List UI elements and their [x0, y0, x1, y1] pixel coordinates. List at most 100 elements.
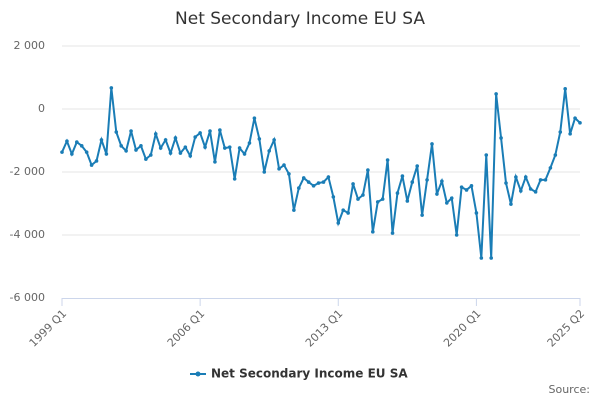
point [311, 184, 316, 188]
point [509, 202, 513, 206]
point [578, 121, 582, 125]
point [223, 146, 227, 150]
point [400, 174, 405, 178]
point [415, 164, 420, 168]
point [543, 178, 548, 182]
point [282, 163, 286, 167]
point [469, 184, 474, 188]
y-tick-label: -2 000 [10, 165, 45, 178]
point [168, 151, 173, 155]
point [292, 208, 296, 212]
point [183, 145, 188, 149]
point [420, 213, 424, 217]
point [208, 129, 212, 133]
point [75, 140, 79, 144]
point [144, 157, 148, 161]
point [440, 179, 444, 183]
point [60, 150, 64, 154]
point [139, 144, 143, 148]
point [504, 181, 508, 185]
point [375, 200, 380, 204]
point [227, 145, 232, 149]
point [484, 153, 489, 157]
chart-title: Net Secondary Income EU SA [175, 9, 425, 29]
point [163, 138, 168, 142]
point [232, 177, 237, 181]
point [84, 150, 89, 154]
point [153, 132, 158, 136]
point [129, 129, 133, 133]
point [361, 193, 365, 197]
point [558, 130, 563, 134]
point [366, 168, 370, 172]
point [70, 152, 74, 156]
point [538, 178, 543, 182]
x-tick-label: 2020 Q1 [441, 307, 484, 350]
legend-marker [195, 371, 201, 377]
line [61, 87, 581, 259]
point [573, 116, 577, 120]
point [193, 135, 197, 139]
y-tick-label: 2 000 [14, 39, 46, 52]
point [494, 92, 498, 96]
point [341, 208, 346, 212]
point [371, 230, 375, 234]
point [563, 87, 567, 91]
point [390, 231, 395, 235]
point [158, 146, 163, 150]
point [124, 149, 128, 153]
point [346, 211, 350, 215]
point [65, 139, 69, 143]
point [351, 182, 355, 186]
x-tick-label: 2006 Q1 [165, 307, 208, 350]
point [173, 136, 178, 140]
point [410, 180, 415, 184]
point [356, 197, 360, 201]
point [568, 132, 572, 136]
point [134, 148, 138, 152]
point [548, 166, 553, 170]
point [499, 136, 503, 140]
point [454, 233, 459, 237]
point [430, 142, 434, 146]
point [533, 190, 538, 194]
point [301, 176, 306, 180]
point [114, 130, 119, 134]
y-tick-label: -6 000 [10, 291, 45, 304]
point [321, 180, 326, 184]
point [104, 152, 109, 156]
point [395, 191, 400, 195]
point [213, 160, 217, 164]
x-tick-label: 2013 Q1 [303, 307, 346, 350]
point [79, 144, 84, 148]
point [188, 154, 193, 158]
point [272, 138, 276, 142]
point [326, 175, 331, 179]
point [247, 141, 252, 145]
point [489, 256, 494, 260]
point [553, 153, 558, 157]
point [331, 195, 336, 199]
legend-label: Net Secondary Income EU SA [211, 367, 408, 381]
point [277, 167, 281, 171]
point [99, 138, 104, 142]
point [519, 189, 523, 193]
y-tick-label: 0 [38, 102, 45, 115]
point [94, 159, 99, 163]
point [178, 151, 183, 155]
point [479, 256, 484, 260]
point [435, 192, 439, 196]
point [267, 149, 272, 153]
point [203, 145, 207, 149]
point [528, 187, 533, 191]
point [242, 152, 247, 156]
point [119, 144, 123, 148]
point [297, 186, 301, 190]
point [380, 197, 385, 201]
point [405, 199, 410, 203]
point [514, 175, 518, 179]
point [262, 170, 267, 174]
point [336, 221, 341, 225]
point [252, 116, 257, 120]
